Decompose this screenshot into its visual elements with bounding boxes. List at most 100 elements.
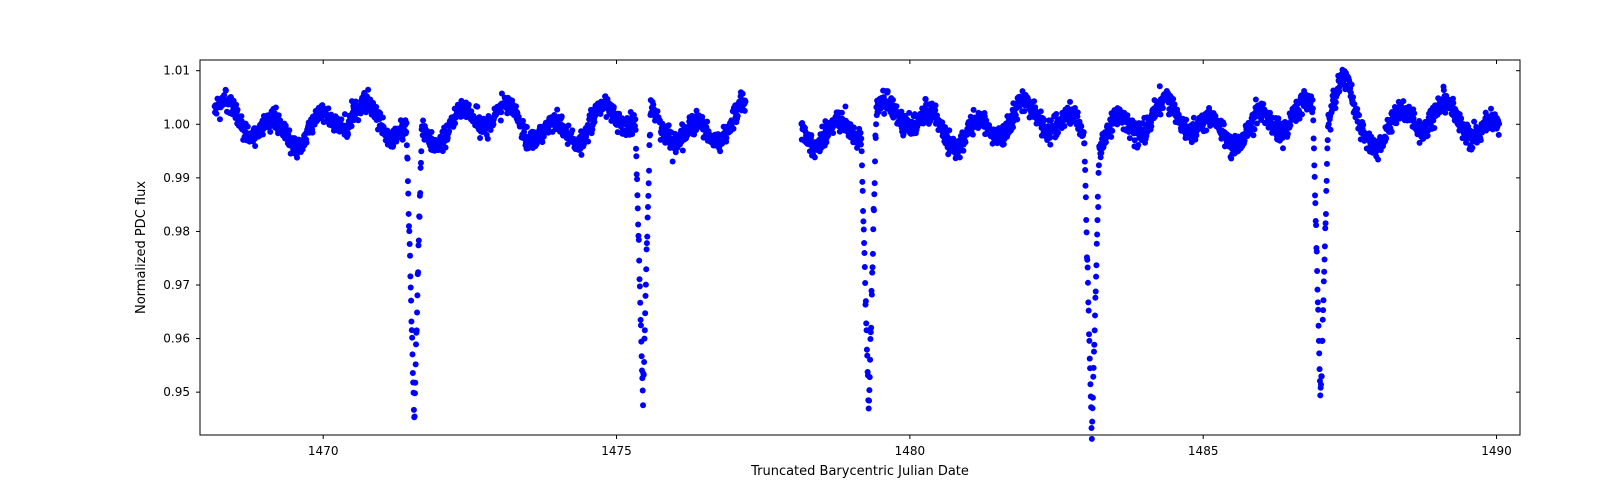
data-point	[1488, 106, 1494, 112]
data-point	[1083, 217, 1089, 223]
data-point	[1312, 200, 1318, 206]
y-axis-label: Normalized PDC flux	[134, 181, 149, 314]
data-point	[252, 143, 258, 149]
data-point	[1313, 222, 1319, 228]
data-point	[1310, 97, 1316, 103]
data-point	[861, 250, 867, 256]
data-point	[1315, 299, 1321, 305]
data-point	[863, 298, 869, 304]
data-point	[680, 148, 686, 154]
data-point	[644, 246, 650, 252]
data-point	[1095, 204, 1101, 210]
data-point	[740, 91, 746, 97]
data-point	[1322, 257, 1328, 263]
data-point	[413, 341, 419, 347]
data-point	[1441, 87, 1447, 93]
data-point	[1400, 98, 1406, 104]
data-point	[477, 135, 483, 141]
data-point	[970, 132, 976, 138]
data-point	[638, 322, 644, 328]
data-point	[349, 123, 355, 129]
data-point	[498, 109, 504, 115]
data-point	[412, 413, 418, 419]
data-point	[946, 127, 952, 133]
data-point	[859, 179, 865, 185]
data-point	[1090, 395, 1096, 401]
data-point	[1081, 129, 1087, 135]
data-point	[380, 114, 386, 120]
data-point	[636, 258, 642, 264]
data-point	[957, 154, 963, 160]
data-point	[213, 111, 219, 117]
x-tick-label: 1475	[601, 444, 632, 458]
data-point	[416, 237, 422, 243]
data-point	[1260, 101, 1266, 107]
data-point	[1086, 338, 1092, 344]
data-point	[1086, 331, 1092, 337]
data-point	[1172, 101, 1178, 107]
data-point	[1183, 117, 1189, 123]
data-point	[632, 116, 638, 122]
data-point	[565, 122, 571, 128]
data-point	[633, 146, 639, 152]
data-point	[731, 126, 737, 132]
data-point	[1095, 194, 1101, 200]
data-point	[1038, 108, 1044, 114]
data-point	[407, 273, 413, 279]
data-point	[859, 162, 865, 168]
data-point	[365, 87, 371, 93]
data-point	[869, 270, 875, 276]
data-point	[1316, 323, 1322, 329]
data-point	[294, 155, 300, 161]
data-point	[742, 108, 748, 114]
data-point	[871, 207, 877, 213]
data-point	[1083, 183, 1089, 189]
data-point	[633, 127, 639, 133]
data-point	[1317, 366, 1323, 372]
data-point	[643, 282, 649, 288]
data-point	[1084, 257, 1090, 263]
data-point	[871, 191, 877, 197]
data-point	[585, 138, 591, 144]
data-point	[1314, 249, 1320, 255]
data-point	[1160, 105, 1166, 111]
data-point	[520, 118, 526, 124]
data-point	[1431, 125, 1437, 131]
data-point	[1320, 317, 1326, 323]
data-point	[1496, 132, 1502, 138]
data-point	[539, 139, 545, 145]
data-point	[851, 125, 857, 131]
data-point	[1316, 350, 1322, 356]
data-point	[862, 280, 868, 286]
data-point	[643, 293, 649, 299]
data-point	[412, 390, 418, 396]
data-point	[1091, 365, 1097, 371]
data-point	[1321, 278, 1327, 284]
data-point	[446, 128, 452, 134]
data-point	[1280, 145, 1286, 151]
data-point	[640, 388, 646, 394]
data-point	[1078, 123, 1084, 129]
data-point	[1354, 106, 1360, 112]
data-point	[1157, 83, 1163, 89]
data-point	[643, 266, 649, 272]
data-point	[1411, 110, 1417, 116]
data-point	[1014, 116, 1020, 122]
data-point	[1310, 105, 1316, 111]
data-point	[870, 226, 876, 232]
data-point	[591, 119, 597, 125]
data-point	[645, 204, 651, 210]
data-point	[644, 234, 650, 240]
data-point	[717, 148, 723, 154]
data-point	[1319, 338, 1325, 344]
data-point	[1299, 111, 1305, 117]
lightcurve-chart: 147014751480148514900.950.960.970.980.99…	[0, 0, 1600, 500]
data-point	[373, 104, 379, 110]
data-point	[634, 192, 640, 198]
data-point	[1469, 145, 1475, 151]
data-point	[1314, 287, 1320, 293]
data-point	[1471, 119, 1477, 125]
data-point	[408, 319, 414, 325]
data-point	[859, 148, 865, 154]
data-point	[355, 117, 361, 123]
